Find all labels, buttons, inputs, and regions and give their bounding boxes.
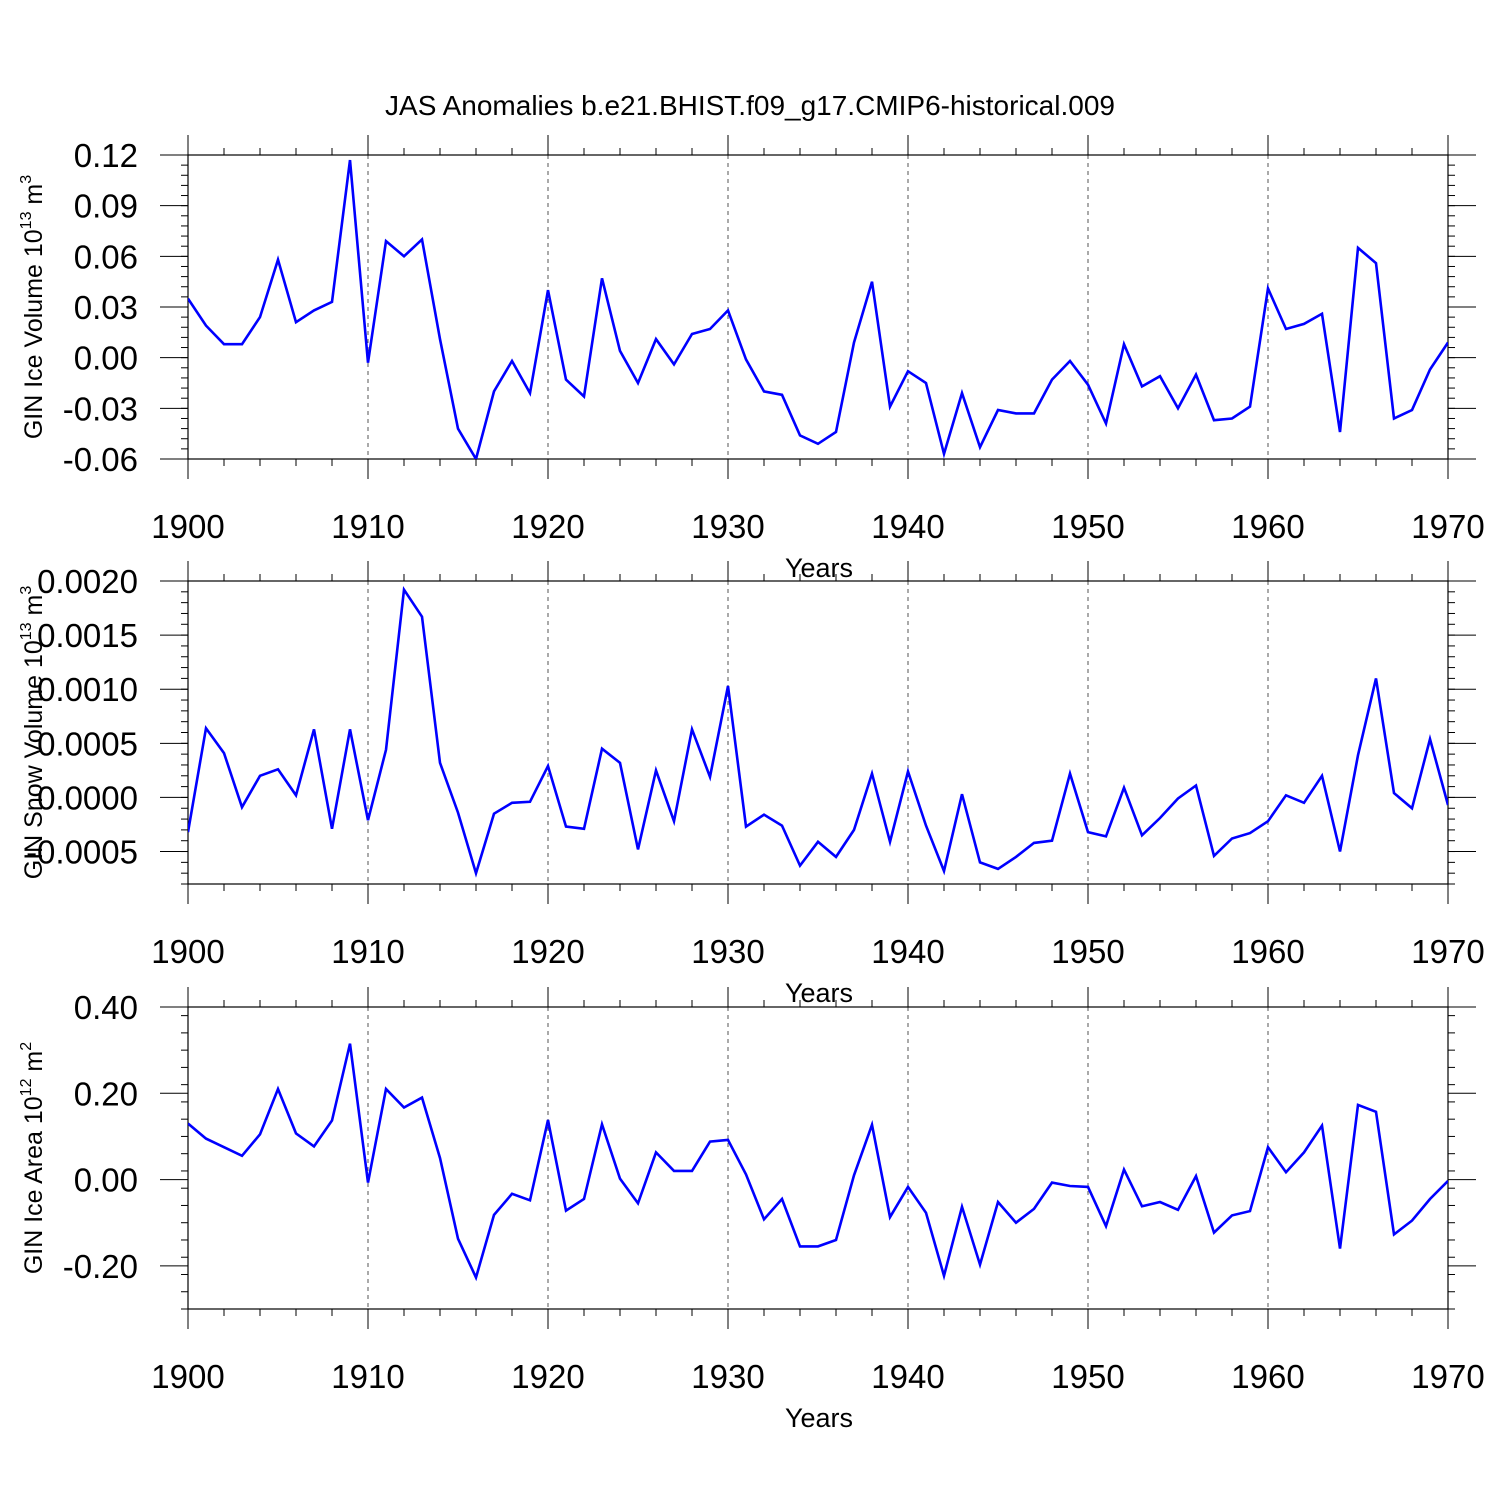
y-tick-label-4: 0.06: [74, 238, 138, 275]
series-line: [188, 159, 1448, 459]
y-tick-label-0: -0.0005: [26, 834, 138, 871]
x-tick-label-1940: 1940: [871, 1358, 944, 1395]
series-line: [188, 586, 1448, 878]
x-tick-label-1910: 1910: [331, 508, 404, 545]
y-tick-label-0: -0.20: [63, 1248, 138, 1285]
x-tick-label-1970: 1970: [1411, 508, 1484, 545]
x-tick-label-1900: 1900: [151, 508, 224, 545]
x-tick-label-1920: 1920: [511, 933, 584, 970]
x-tick-label-1970: 1970: [1411, 1358, 1484, 1395]
y-tick-label-5: 0.0020: [37, 563, 138, 600]
y-tick-label-2: 0.20: [74, 1075, 138, 1112]
x-tick-label-1950: 1950: [1051, 933, 1124, 970]
x-tick-label-1960: 1960: [1231, 933, 1304, 970]
x-tick-label-1910: 1910: [331, 933, 404, 970]
y-axis-label: GIN Ice Volume 1013 m3: [18, 175, 48, 439]
x-tick-label-1920: 1920: [511, 1358, 584, 1395]
x-axis-label: Years: [785, 553, 853, 583]
x-tick-label-1970: 1970: [1411, 933, 1484, 970]
x-tick-label-1930: 1930: [691, 508, 764, 545]
y-tick-label-6: 0.12: [74, 137, 138, 174]
x-tick-label-1950: 1950: [1051, 1358, 1124, 1395]
x-tick-label-1900: 1900: [151, 1358, 224, 1395]
plot-frame: [187, 580, 1449, 885]
x-tick-label-1900: 1900: [151, 933, 224, 970]
x-tick-label-1960: 1960: [1231, 1358, 1304, 1395]
y-tick-label-4: 0.0015: [37, 617, 138, 654]
series-line: [188, 1043, 1448, 1282]
chart-panel-1: 1900 1910 1920 1930 1940 1950 1960 1970 -0.06 -0.…: [18, 135, 1485, 583]
y-axis-label: GIN Snow Volume 1013 m3: [18, 586, 48, 880]
x-tick-label-1960: 1960: [1231, 508, 1304, 545]
chart-panel-2: 1900 1910 1920 1930 1940 1950 1960 1970 -0.0005 0…: [18, 561, 1485, 1008]
x-tick-label-1930: 1930: [691, 933, 764, 970]
x-tick-label-1920: 1920: [511, 508, 584, 545]
plot-frame: [187, 1006, 1449, 1310]
figure-title: JAS Anomalies b.e21.BHIST.f09_g17.CMIP6-…: [385, 90, 1115, 121]
y-tick-label-1: -0.03: [63, 390, 138, 427]
x-tick-label-1940: 1940: [871, 508, 944, 545]
y-tick-label-3: 0.40: [74, 989, 138, 1026]
x-tick-label-1930: 1930: [691, 1358, 764, 1395]
y-tick-label-1: 0.0000: [37, 779, 138, 816]
y-tick-label-2: 0.0005: [37, 725, 138, 762]
y-tick-label-3: 0.03: [74, 289, 138, 326]
y-tick-label-2: 0.00: [74, 340, 138, 377]
y-tick-label-5: 0.09: [74, 188, 138, 225]
x-tick-label-1940: 1940: [871, 933, 944, 970]
x-axis-label: Years: [785, 978, 853, 1008]
chart-panel-3: 1900 1910 1920 1930 1940 1950 1960 1970 -0.20 0.0…: [18, 987, 1485, 1433]
x-tick-label-1950: 1950: [1051, 508, 1124, 545]
y-tick-label-0: -0.06: [63, 441, 138, 478]
x-tick-label-1910: 1910: [331, 1358, 404, 1395]
y-tick-label-1: 0.00: [74, 1162, 138, 1199]
x-axis-label: Years: [785, 1403, 853, 1433]
y-axis-label: GIN Ice Area 1012 m2: [18, 1042, 48, 1274]
y-tick-label-3: 0.0010: [37, 671, 138, 708]
panels: 1900 1910 1920 1930 1940 1950 1960 1970 -0.06 -0.…: [18, 135, 1485, 1433]
